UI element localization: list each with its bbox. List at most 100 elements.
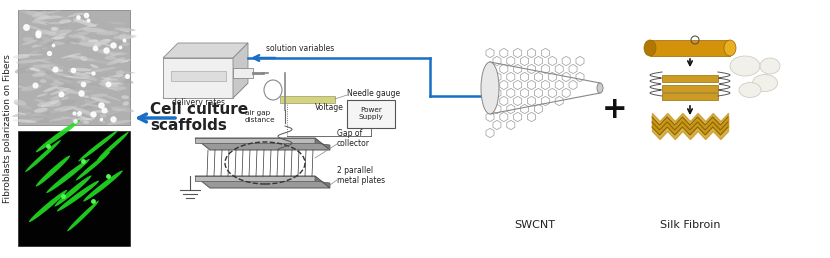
Ellipse shape bbox=[76, 151, 110, 181]
Ellipse shape bbox=[32, 73, 46, 77]
Text: solution variables: solution variables bbox=[266, 44, 334, 53]
Ellipse shape bbox=[120, 36, 133, 39]
Polygon shape bbox=[233, 43, 248, 98]
FancyBboxPatch shape bbox=[233, 68, 253, 78]
Ellipse shape bbox=[32, 11, 46, 17]
Text: Gap of
collector: Gap of collector bbox=[337, 128, 370, 148]
Ellipse shape bbox=[82, 72, 94, 75]
Ellipse shape bbox=[41, 60, 58, 66]
Ellipse shape bbox=[97, 132, 129, 160]
Ellipse shape bbox=[100, 80, 107, 83]
Ellipse shape bbox=[42, 47, 48, 50]
Text: Silk Fibroin: Silk Fibroin bbox=[660, 220, 720, 230]
Ellipse shape bbox=[120, 59, 131, 63]
Ellipse shape bbox=[31, 64, 56, 67]
Ellipse shape bbox=[59, 33, 67, 36]
Ellipse shape bbox=[109, 78, 125, 83]
Ellipse shape bbox=[108, 85, 118, 89]
Ellipse shape bbox=[78, 13, 85, 16]
Text: Needle gauge: Needle gauge bbox=[347, 89, 400, 98]
Ellipse shape bbox=[60, 76, 76, 80]
Ellipse shape bbox=[75, 14, 92, 18]
Ellipse shape bbox=[61, 53, 81, 58]
Ellipse shape bbox=[105, 56, 116, 60]
Ellipse shape bbox=[67, 13, 84, 17]
Ellipse shape bbox=[107, 82, 120, 85]
Ellipse shape bbox=[92, 67, 116, 72]
Ellipse shape bbox=[68, 55, 88, 61]
Polygon shape bbox=[195, 176, 315, 181]
Ellipse shape bbox=[88, 39, 98, 43]
FancyBboxPatch shape bbox=[280, 96, 335, 103]
Ellipse shape bbox=[101, 74, 124, 82]
Ellipse shape bbox=[57, 181, 99, 211]
Ellipse shape bbox=[43, 39, 50, 42]
Ellipse shape bbox=[18, 10, 38, 17]
Ellipse shape bbox=[71, 118, 95, 121]
Ellipse shape bbox=[38, 36, 53, 42]
Ellipse shape bbox=[100, 86, 122, 89]
Ellipse shape bbox=[753, 75, 778, 92]
Text: Fibroblasts polarization on Fibers: Fibroblasts polarization on Fibers bbox=[2, 54, 12, 204]
Ellipse shape bbox=[94, 110, 110, 113]
Ellipse shape bbox=[730, 56, 760, 76]
Ellipse shape bbox=[42, 110, 51, 115]
Ellipse shape bbox=[37, 120, 60, 123]
Ellipse shape bbox=[46, 102, 62, 107]
Ellipse shape bbox=[58, 22, 67, 26]
Ellipse shape bbox=[66, 57, 82, 61]
Ellipse shape bbox=[739, 83, 761, 98]
Ellipse shape bbox=[90, 67, 103, 72]
Polygon shape bbox=[315, 138, 330, 150]
Ellipse shape bbox=[88, 39, 99, 42]
Ellipse shape bbox=[37, 60, 51, 62]
Ellipse shape bbox=[83, 83, 107, 85]
Ellipse shape bbox=[100, 82, 124, 86]
Polygon shape bbox=[163, 58, 233, 98]
Ellipse shape bbox=[644, 40, 656, 56]
FancyBboxPatch shape bbox=[18, 10, 130, 125]
Ellipse shape bbox=[34, 108, 47, 113]
Ellipse shape bbox=[100, 114, 106, 117]
Ellipse shape bbox=[105, 85, 116, 87]
Ellipse shape bbox=[481, 62, 499, 114]
Ellipse shape bbox=[31, 50, 40, 54]
Ellipse shape bbox=[73, 107, 95, 116]
FancyBboxPatch shape bbox=[662, 93, 718, 100]
Ellipse shape bbox=[69, 68, 92, 71]
Ellipse shape bbox=[107, 120, 131, 125]
Ellipse shape bbox=[76, 12, 91, 17]
Ellipse shape bbox=[93, 39, 110, 46]
Ellipse shape bbox=[29, 67, 35, 70]
Ellipse shape bbox=[110, 77, 134, 84]
Ellipse shape bbox=[61, 96, 69, 100]
Ellipse shape bbox=[17, 66, 34, 70]
Ellipse shape bbox=[56, 87, 79, 94]
FancyBboxPatch shape bbox=[18, 131, 130, 246]
Polygon shape bbox=[195, 138, 315, 143]
Ellipse shape bbox=[43, 86, 58, 92]
FancyBboxPatch shape bbox=[650, 40, 730, 56]
Ellipse shape bbox=[18, 54, 43, 56]
Ellipse shape bbox=[76, 40, 101, 45]
Ellipse shape bbox=[60, 107, 75, 112]
Ellipse shape bbox=[60, 100, 76, 105]
Ellipse shape bbox=[33, 17, 54, 19]
Ellipse shape bbox=[59, 20, 71, 23]
Ellipse shape bbox=[22, 10, 37, 15]
Ellipse shape bbox=[82, 21, 90, 23]
Ellipse shape bbox=[68, 55, 84, 58]
Ellipse shape bbox=[67, 110, 89, 116]
Ellipse shape bbox=[114, 55, 120, 57]
Ellipse shape bbox=[12, 112, 31, 117]
FancyBboxPatch shape bbox=[662, 75, 718, 82]
Ellipse shape bbox=[42, 30, 66, 35]
Ellipse shape bbox=[72, 19, 85, 23]
Ellipse shape bbox=[115, 59, 129, 62]
Polygon shape bbox=[315, 176, 330, 188]
Ellipse shape bbox=[42, 65, 66, 68]
Ellipse shape bbox=[47, 22, 66, 24]
Ellipse shape bbox=[38, 21, 47, 25]
Ellipse shape bbox=[54, 106, 77, 111]
Ellipse shape bbox=[724, 40, 736, 56]
